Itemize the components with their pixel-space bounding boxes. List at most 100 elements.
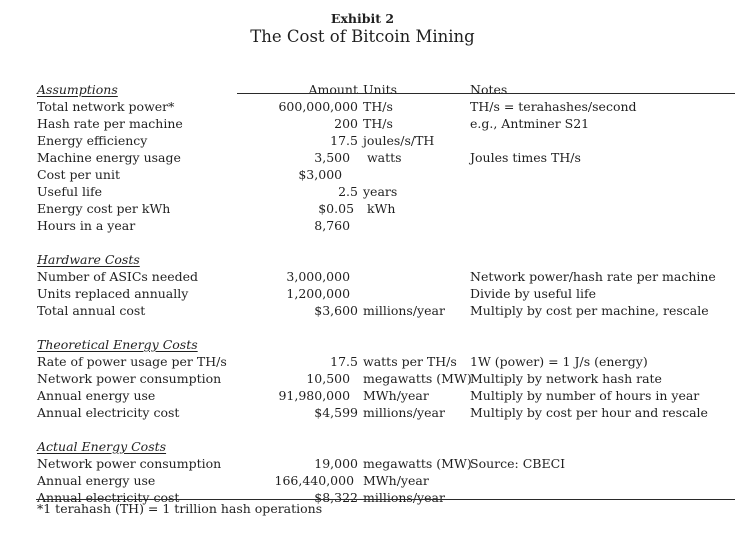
table-row: Cost per unit $3,000	[37, 166, 737, 183]
row-units	[358, 421, 470, 438]
row-units	[358, 285, 470, 302]
section-heading: Actual Energy Costs	[37, 439, 167, 454]
row-notes: TH/s = terahashes/second	[470, 99, 637, 114]
table-row: Machine energy usage 3,500 watts Joules …	[37, 149, 737, 166]
row-label	[37, 421, 237, 438]
title-block: Exhibit 2 The Cost of Bitcoin Mining	[0, 11, 725, 47]
row-amount	[237, 251, 358, 268]
row-amount: $3,600	[314, 303, 358, 318]
row-units: millions/year	[363, 405, 445, 420]
table-row: Hash rate per machine 200 TH/s e.g., Ant…	[37, 115, 737, 132]
row-label: Annual electricity cost	[37, 405, 180, 420]
row-units: MWh/year	[363, 473, 429, 488]
row-notes	[470, 234, 737, 251]
section-heading-row: Theoretical Energy Costs	[37, 336, 737, 353]
row-amount: 3,500	[314, 150, 358, 165]
row-notes	[470, 200, 737, 217]
row-label: Network power consumption	[37, 456, 222, 471]
table-row	[37, 421, 737, 438]
row-amount: 166,440,000	[274, 473, 358, 488]
row-units: watts per TH/s	[363, 354, 457, 369]
section-heading-row: Actual Energy Costs	[37, 438, 737, 455]
table-row: Total network power* 600,000,000 TH/s TH…	[37, 98, 737, 115]
row-notes: Network power/hash rate per machine	[470, 269, 716, 284]
exhibit-label: Exhibit 2	[330, 11, 395, 26]
row-units	[358, 166, 470, 183]
row-label: Cost per unit	[37, 167, 120, 182]
header-rule	[237, 93, 735, 94]
row-amount	[237, 438, 358, 455]
row-notes	[470, 438, 737, 455]
row-units	[358, 217, 470, 234]
row-notes	[470, 217, 737, 234]
row-amount: 10,500	[306, 371, 358, 386]
row-label: Energy efficiency	[37, 133, 148, 148]
bottom-rule	[36, 499, 735, 500]
row-label: Annual energy use	[37, 388, 156, 403]
row-label: Annual electricity cost	[37, 490, 180, 505]
table-row: Total annual cost $3,600 millions/year M…	[37, 302, 737, 319]
cost-table: Assumptions Amount Units Notes Total net…	[36, 81, 737, 506]
table-row: Hours in a year 8,760	[37, 217, 737, 234]
section-heading: Theoretical Energy Costs	[37, 337, 198, 352]
column-header-notes: Notes	[470, 82, 508, 97]
row-amount: 19,000	[314, 456, 358, 471]
table-row: Annual energy use 166,440,000 MWh/year	[37, 472, 737, 489]
table-row	[37, 234, 737, 251]
table-row	[37, 319, 737, 336]
row-notes	[470, 472, 737, 489]
row-units: MWh/year	[363, 388, 429, 403]
row-amount: 17.5	[330, 133, 358, 148]
row-amount	[237, 234, 358, 251]
row-notes	[470, 166, 737, 183]
row-notes: Multiply by number of hours in year	[470, 388, 700, 403]
row-units: TH/s	[363, 116, 393, 131]
table-row: Network power consumption 10,500 megawat…	[37, 370, 737, 387]
row-amount: $4,599	[314, 405, 358, 420]
row-label: Units replaced annually	[37, 286, 189, 301]
row-label: Annual energy use	[37, 473, 156, 488]
row-notes	[470, 421, 737, 438]
table-row: Units replaced annually 1,200,000 Divide…	[37, 285, 737, 302]
row-notes: Multiply by cost per hour and rescale	[470, 405, 708, 420]
column-header-units: Units	[363, 82, 398, 97]
row-notes: e.g., Antminer S21	[470, 116, 590, 131]
row-units	[358, 268, 470, 285]
row-amount: $8,322	[314, 490, 358, 505]
footnote: *1 terahash (TH) = 1 trillion hash opera…	[37, 501, 323, 516]
row-amount: 8,760	[314, 218, 358, 233]
row-label: Energy cost per kWh	[37, 201, 171, 216]
row-units: megawatts (MW)	[363, 456, 472, 471]
column-header-amount: Amount	[308, 82, 358, 97]
row-units: joules/s/TH	[363, 133, 435, 148]
row-label: Number of ASICs needed	[37, 269, 199, 284]
row-units: TH/s	[363, 99, 393, 114]
column-header-label: Assumptions	[37, 82, 118, 97]
row-notes: Source: CBECI	[470, 456, 566, 471]
row-amount	[237, 336, 358, 353]
row-units	[358, 336, 470, 353]
row-label: Network power consumption	[37, 371, 222, 386]
row-label: Hours in a year	[37, 218, 136, 233]
row-amount: 200	[334, 116, 358, 131]
row-amount: $0.05	[318, 201, 358, 216]
row-notes	[470, 489, 737, 506]
row-units: years	[363, 184, 398, 199]
row-label: Rate of power usage per TH/s	[37, 354, 227, 369]
row-amount	[237, 421, 358, 438]
table-row: Energy efficiency 17.5 joules/s/TH	[37, 132, 737, 149]
row-units: megawatts (MW)	[363, 371, 472, 386]
section-heading-row: Hardware Costs	[37, 251, 737, 268]
row-notes: 1W (power) = 1 J/s (energy)	[470, 354, 648, 369]
table-row: Energy cost per kWh $0.05 kWh	[37, 200, 737, 217]
row-units	[358, 319, 470, 336]
row-notes: Joules times TH/s	[470, 150, 581, 165]
row-units: millions/year	[363, 303, 445, 318]
row-units	[358, 251, 470, 268]
row-notes: Multiply by network hash rate	[470, 371, 662, 386]
row-amount: 2.5	[338, 184, 358, 199]
row-units: kWh	[363, 201, 396, 216]
row-amount: 600,000,000	[278, 99, 358, 114]
row-units	[358, 438, 470, 455]
